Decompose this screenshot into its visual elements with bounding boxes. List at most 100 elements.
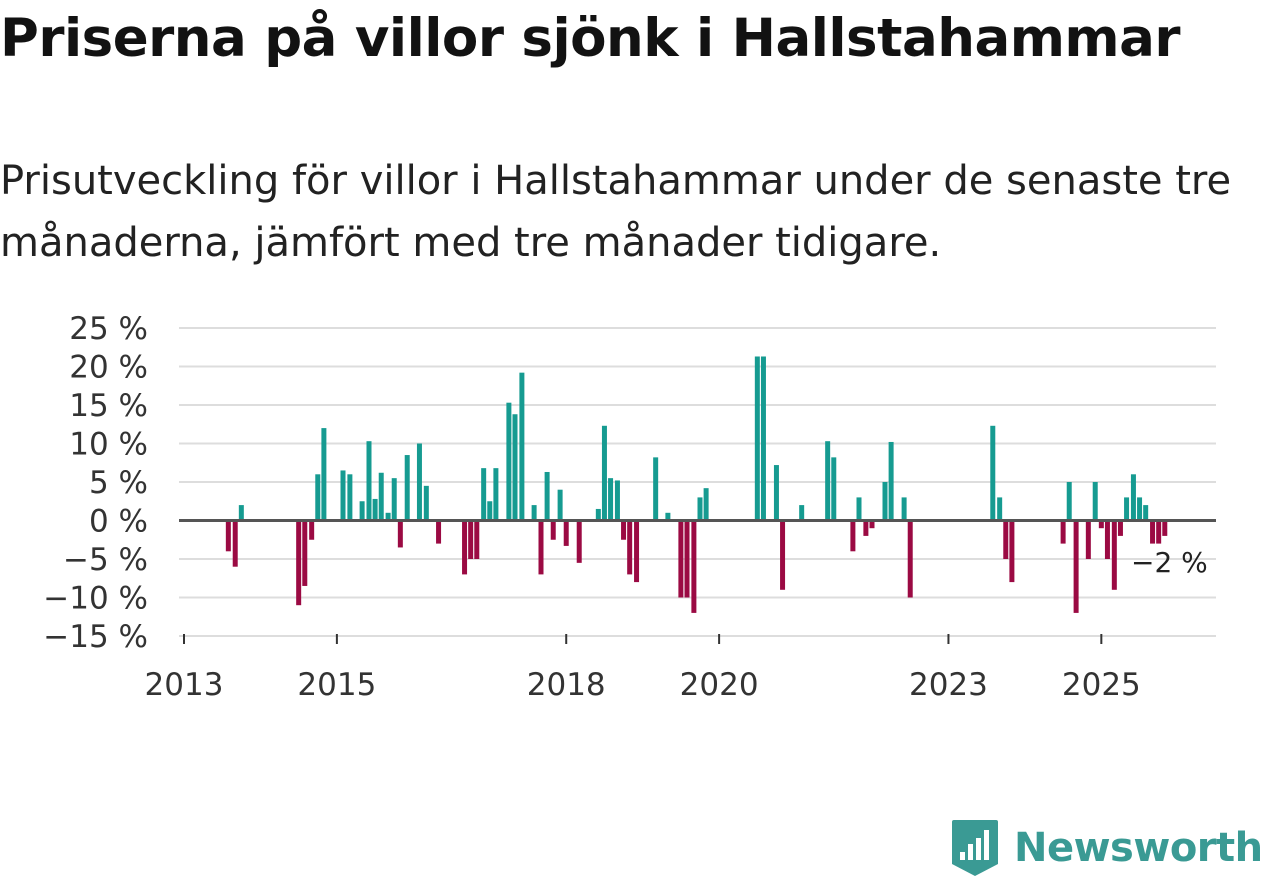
bar-positive bbox=[359, 501, 365, 521]
bar-positive bbox=[340, 470, 346, 521]
x-tick-label: 2013 bbox=[145, 667, 224, 703]
bar-positive bbox=[385, 512, 391, 521]
bar-positive bbox=[799, 505, 805, 521]
y-tick-label: 15 % bbox=[69, 388, 148, 424]
x-tick-label: 2015 bbox=[297, 667, 376, 703]
bar-negative bbox=[302, 520, 308, 586]
bar-positive bbox=[614, 480, 620, 521]
bar-positive bbox=[487, 501, 493, 521]
bar-negative bbox=[684, 520, 690, 598]
bar-positive bbox=[557, 489, 563, 521]
bar-positive bbox=[544, 471, 550, 521]
bar-negative bbox=[436, 520, 442, 544]
x-axis: 2013 2015 2018 2020 2023 2025 bbox=[145, 634, 1141, 703]
bar-positive bbox=[997, 497, 1003, 521]
bar-positive bbox=[347, 474, 353, 521]
bar-negative bbox=[576, 520, 582, 563]
bar-negative bbox=[309, 520, 315, 540]
bar-negative bbox=[232, 520, 238, 567]
brand-name: Newsworthy bbox=[1014, 825, 1262, 871]
bar-positive bbox=[760, 356, 766, 521]
annotation: −2 % bbox=[1131, 546, 1208, 579]
bar-negative bbox=[1098, 520, 1104, 529]
bar-positive bbox=[512, 414, 518, 521]
y-tick-label: 20 % bbox=[69, 350, 148, 386]
bar-negative bbox=[1117, 520, 1123, 536]
bar-negative bbox=[1073, 520, 1079, 613]
bar-positive bbox=[697, 497, 703, 521]
bar-positive bbox=[653, 457, 659, 521]
bar-negative bbox=[538, 520, 544, 575]
bar-positive bbox=[901, 497, 907, 521]
bar-negative bbox=[296, 520, 302, 606]
bar-positive bbox=[1130, 474, 1136, 521]
bar-positive bbox=[595, 508, 601, 521]
bar-negative bbox=[550, 520, 556, 540]
gridlines bbox=[179, 327, 1216, 637]
bar-positive bbox=[1092, 482, 1098, 521]
bar-negative bbox=[869, 520, 875, 529]
bar-negative bbox=[621, 520, 627, 540]
bar-series bbox=[225, 356, 1168, 613]
bar-positive bbox=[423, 485, 429, 521]
bar-negative bbox=[1085, 520, 1091, 559]
bar-positive bbox=[665, 512, 671, 521]
bar-positive bbox=[366, 441, 372, 521]
bar-positive bbox=[391, 478, 397, 521]
last-value-label: −2 % bbox=[1131, 546, 1208, 579]
y-tick-label: 25 % bbox=[69, 311, 148, 347]
bar-negative bbox=[850, 520, 856, 552]
bar-positive bbox=[378, 472, 384, 521]
bar-positive bbox=[506, 402, 512, 521]
y-tick-label: −5 % bbox=[63, 542, 148, 578]
bar-positive bbox=[754, 356, 760, 521]
bar-positive bbox=[825, 441, 831, 521]
bar-negative bbox=[1111, 520, 1117, 590]
bar-positive bbox=[990, 425, 996, 521]
x-tick-label: 2023 bbox=[909, 667, 988, 703]
bar-positive bbox=[493, 468, 499, 521]
bar-positive bbox=[315, 474, 321, 521]
bar-negative bbox=[907, 520, 913, 598]
newsworthy-logo-icon bbox=[952, 820, 998, 876]
bar-positive bbox=[531, 505, 537, 521]
y-tick-label: 10 % bbox=[69, 427, 148, 463]
bar-positive bbox=[601, 425, 607, 521]
bar-negative bbox=[1150, 520, 1156, 544]
bar-positive bbox=[372, 498, 378, 521]
bar-positive bbox=[608, 478, 614, 521]
bar-negative bbox=[1162, 520, 1168, 536]
x-tick-label: 2020 bbox=[680, 667, 759, 703]
bar-negative bbox=[1009, 520, 1015, 583]
bar-positive bbox=[321, 428, 327, 521]
bar-positive bbox=[1124, 497, 1130, 521]
newsworthy-logo[interactable]: Newsworthy bbox=[950, 818, 1262, 878]
bar-positive bbox=[831, 457, 837, 521]
x-tick-label: 2025 bbox=[1062, 667, 1141, 703]
chart-subtitle: Prisutveckling för villor i Hallstahamma… bbox=[0, 158, 1232, 266]
chart-title: Priserna på villor sjönk i Hallstahammar bbox=[0, 8, 1181, 69]
bar-positive bbox=[882, 482, 888, 521]
bar-negative bbox=[1104, 520, 1110, 559]
bar-negative bbox=[1156, 520, 1162, 544]
bar-negative bbox=[397, 520, 403, 548]
y-tick-label: 0 % bbox=[89, 504, 148, 540]
bar-positive bbox=[1137, 497, 1143, 521]
bar-negative bbox=[627, 520, 633, 575]
bar-negative bbox=[634, 520, 640, 583]
x-tick-label: 2018 bbox=[527, 667, 606, 703]
bar-negative bbox=[474, 520, 480, 559]
bar-negative bbox=[1060, 520, 1066, 544]
bar-positive bbox=[519, 372, 525, 521]
bar-negative bbox=[468, 520, 474, 559]
bar-positive bbox=[856, 497, 862, 521]
bar-positive bbox=[888, 441, 894, 521]
bar-negative bbox=[462, 520, 468, 575]
bar-positive bbox=[773, 465, 779, 521]
bar-positive bbox=[404, 455, 410, 521]
bar-negative bbox=[1003, 520, 1009, 559]
bar-positive bbox=[703, 488, 709, 521]
bar-negative bbox=[863, 520, 869, 536]
bar-positive bbox=[238, 505, 244, 521]
bar-negative bbox=[678, 520, 684, 598]
